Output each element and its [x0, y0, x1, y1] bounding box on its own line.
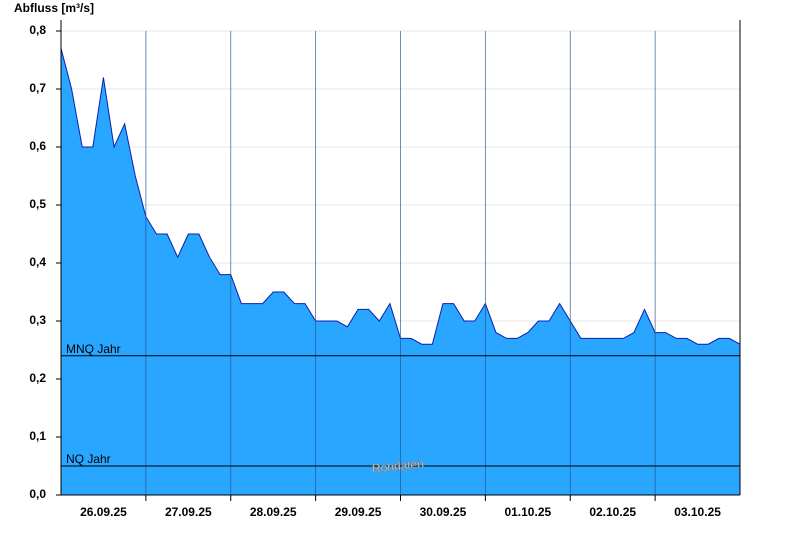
y-tick-label: 0,8	[29, 23, 46, 37]
y-tick-label: 0,6	[29, 139, 46, 153]
reference-label: NQ Jahr	[66, 452, 111, 466]
x-tick-label: 29.09.25	[335, 505, 382, 519]
x-tick-label: 02.10.25	[589, 505, 636, 519]
y-tick-label: 0,2	[29, 371, 46, 385]
annotation: Rohdaten	[371, 456, 424, 475]
x-tick-label: 30.09.25	[420, 505, 467, 519]
x-tick-label: 03.10.25	[674, 505, 721, 519]
x-tick-label: 01.10.25	[504, 505, 551, 519]
x-tick-label: 27.09.25	[165, 505, 212, 519]
y-tick-label: 0,1	[29, 429, 46, 443]
x-tick-label: 28.09.25	[250, 505, 297, 519]
y-tick-label: 0,3	[29, 313, 46, 327]
y-tick-label: 0,4	[29, 255, 46, 269]
reference-label: MNQ Jahr	[66, 342, 121, 356]
x-tick-label: 26.09.25	[80, 505, 127, 519]
y-tick-label: 0,7	[29, 81, 46, 95]
y-tick-label: 0,0	[29, 487, 46, 501]
chart-title: Abfluss [m³/s]	[14, 1, 94, 15]
y-tick-label: 0,5	[29, 197, 46, 211]
